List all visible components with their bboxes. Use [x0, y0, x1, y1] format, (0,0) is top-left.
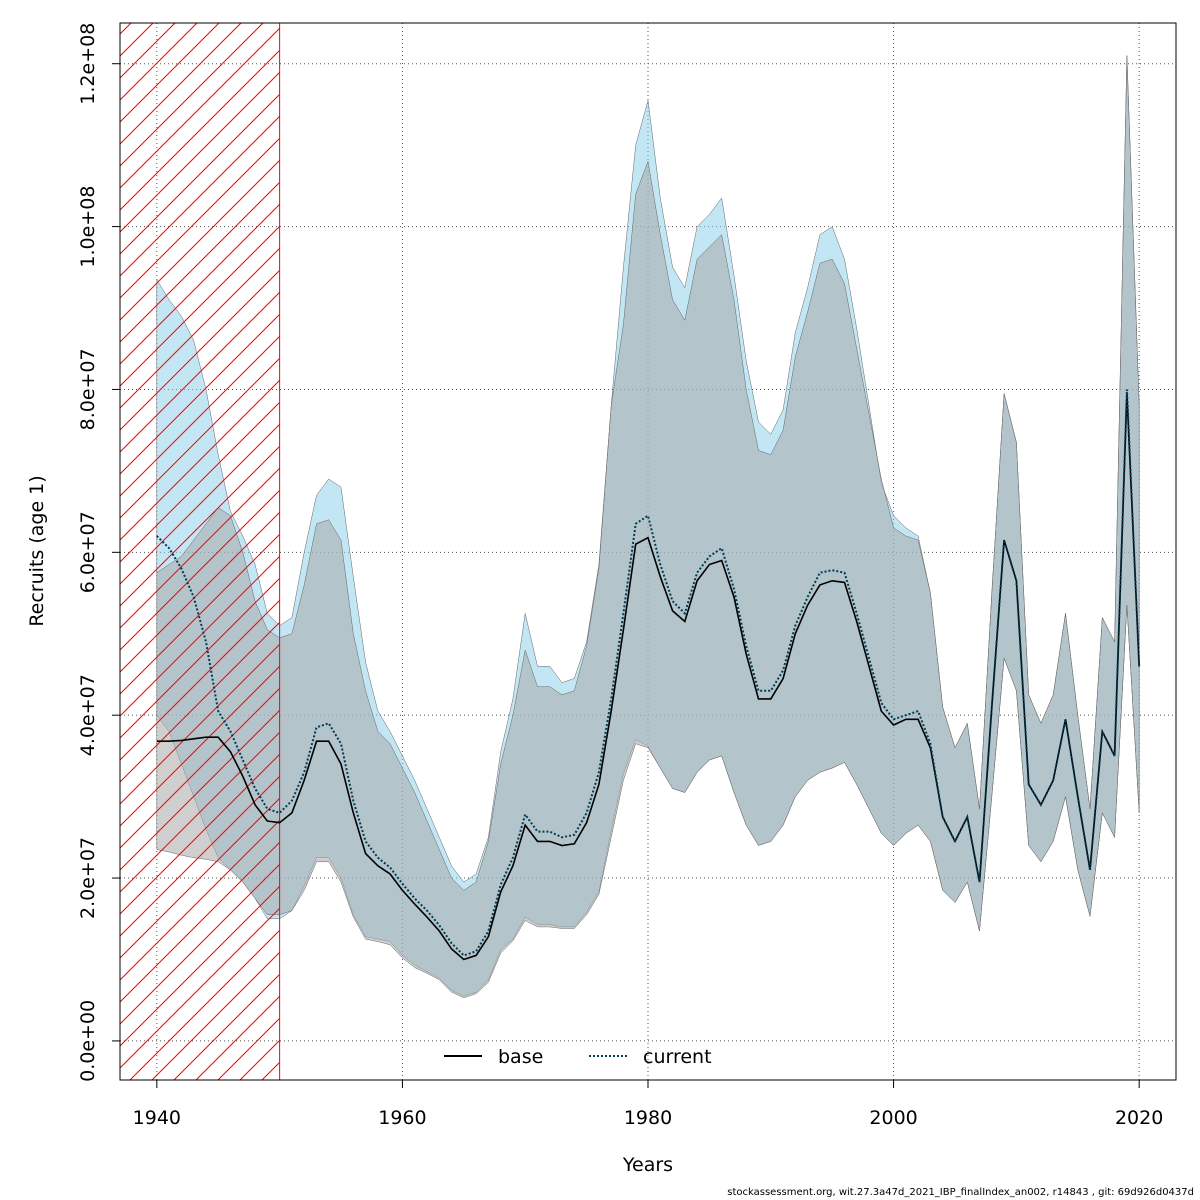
y-tick-label-3: 6.0e+07 [77, 511, 99, 593]
line-current [156, 389, 1141, 957]
y-tick-label-1: 2.0e+07 [77, 837, 99, 919]
y-tick-label-2: 4.0e+07 [77, 674, 99, 756]
y-tick-label-4: 8.0e+07 [77, 348, 99, 430]
y-tick-label-6: 1.2e+08 [77, 23, 99, 105]
y-tick-label-0: 0.0e+00 [77, 1000, 99, 1082]
x-tick-label-0: 1940 [133, 1107, 181, 1129]
legend-label-base: base [498, 1046, 543, 1068]
legend: base current [444, 1046, 712, 1068]
x-tick-label-1: 1960 [378, 1107, 426, 1129]
x-tick-label-3: 2000 [869, 1107, 917, 1129]
x-tick-label-4: 2020 [1115, 1107, 1163, 1129]
hatched-region [119, 22, 281, 1081]
confidence-bands [156, 55, 1140, 999]
y-axis: 0.0e+00 2.0e+07 4.0e+07 6.0e+07 8.0e+07 1.0e+… [77, 23, 120, 1082]
x-tick-label-2: 1980 [624, 1107, 672, 1129]
series-lines [156, 389, 1141, 961]
x-axis: 1940 1960 1980 2000 2020 [133, 1080, 1163, 1129]
y-tick-label-5: 1.0e+08 [77, 186, 99, 268]
legend-label-current: current [643, 1046, 712, 1068]
y-axis-title: Recruits (age 1) [26, 475, 48, 626]
footer-note: stockassessment.org, wit.27.3a47d_2021_I… [727, 1187, 1194, 1198]
x-axis-title: Years [622, 1154, 673, 1176]
band-base [156, 55, 1140, 999]
